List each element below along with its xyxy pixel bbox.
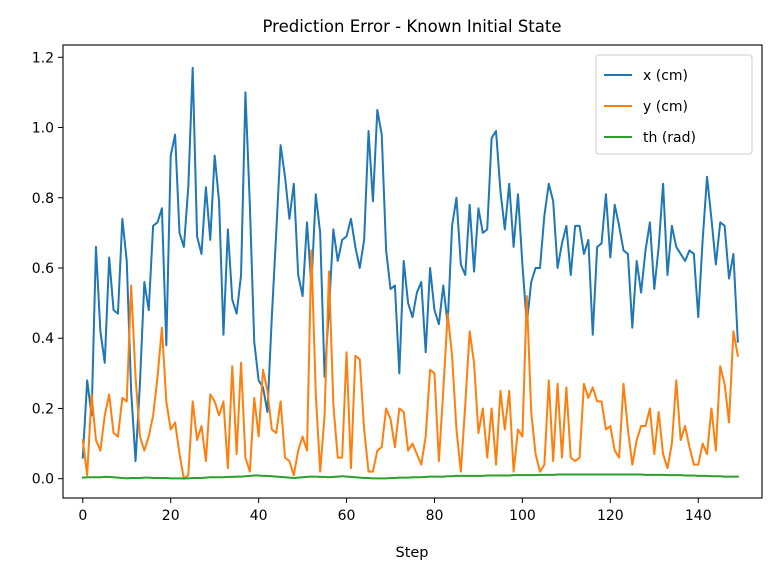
x-tick-label: 80 <box>426 508 444 524</box>
series-line-0 <box>81 66 739 463</box>
x-tick-label: 120 <box>597 508 624 524</box>
legend-label-2: th (rad) <box>643 130 696 146</box>
series-line-1 <box>81 249 739 480</box>
y-tick-label: 1.2 <box>32 50 54 66</box>
y-tick-label: 0.4 <box>32 331 54 347</box>
x-tick-label: 100 <box>509 508 536 524</box>
x-axis: 0 20 40 60 80 100 120 140 <box>78 498 712 524</box>
plot-area <box>81 66 739 480</box>
y-tick-label: 1.0 <box>32 121 54 137</box>
x-axis-label: Step <box>395 545 428 561</box>
x-tick-label: 40 <box>250 508 268 524</box>
legend-label-1: y (cm) <box>643 99 688 115</box>
y-tick-label: 0.0 <box>32 472 54 488</box>
series-line-2 <box>81 473 739 480</box>
y-tick-label: 0.6 <box>32 261 54 277</box>
plot-frame <box>62 44 763 499</box>
x-tick-label: 0 <box>78 508 87 524</box>
legend: x (cm) y (cm) th (rad) <box>595 54 753 155</box>
y-axis: 0.0 0.2 0.4 0.6 0.8 1.0 1.2 <box>32 50 63 488</box>
x-tick-label: 60 <box>338 508 356 524</box>
legend-box <box>595 54 753 155</box>
legend-label-0: x (cm) <box>643 68 688 84</box>
chart-title: Prediction Error - Known Initial State <box>262 17 561 36</box>
y-tick-label: 0.8 <box>32 191 54 207</box>
x-tick-label: 20 <box>162 508 180 524</box>
x-tick-label: 140 <box>685 508 712 524</box>
y-tick-label: 0.2 <box>32 401 54 417</box>
